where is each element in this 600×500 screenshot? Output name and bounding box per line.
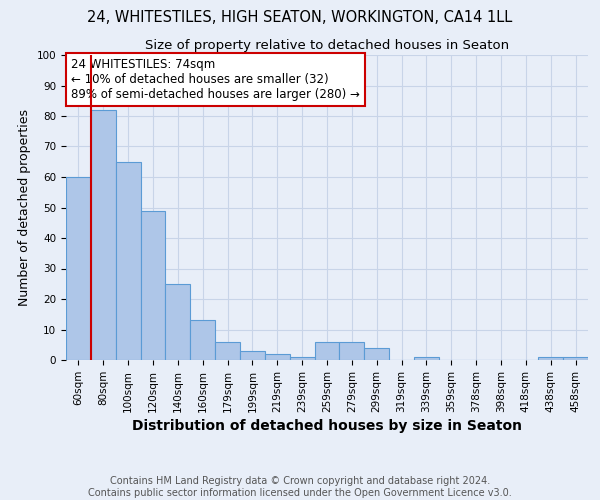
Bar	[314, 342, 340, 360]
Bar	[140, 210, 166, 360]
Y-axis label: Number of detached properties: Number of detached properties	[18, 109, 31, 306]
Bar	[166, 284, 190, 360]
Bar	[563, 357, 588, 360]
Bar	[364, 348, 389, 360]
Title: Size of property relative to detached houses in Seaton: Size of property relative to detached ho…	[145, 40, 509, 52]
Bar	[290, 357, 314, 360]
Bar	[91, 110, 116, 360]
Bar	[538, 357, 563, 360]
X-axis label: Distribution of detached houses by size in Seaton: Distribution of detached houses by size …	[132, 419, 522, 433]
Bar	[190, 320, 215, 360]
Bar	[240, 351, 265, 360]
Bar	[66, 177, 91, 360]
Text: Contains HM Land Registry data © Crown copyright and database right 2024.
Contai: Contains HM Land Registry data © Crown c…	[88, 476, 512, 498]
Bar	[215, 342, 240, 360]
Text: 24, WHITESTILES, HIGH SEATON, WORKINGTON, CA14 1LL: 24, WHITESTILES, HIGH SEATON, WORKINGTON…	[88, 10, 512, 25]
Bar	[116, 162, 140, 360]
Text: 24 WHITESTILES: 74sqm
← 10% of detached houses are smaller (32)
89% of semi-deta: 24 WHITESTILES: 74sqm ← 10% of detached …	[71, 58, 360, 101]
Bar	[340, 342, 364, 360]
Bar	[265, 354, 290, 360]
Bar	[414, 357, 439, 360]
